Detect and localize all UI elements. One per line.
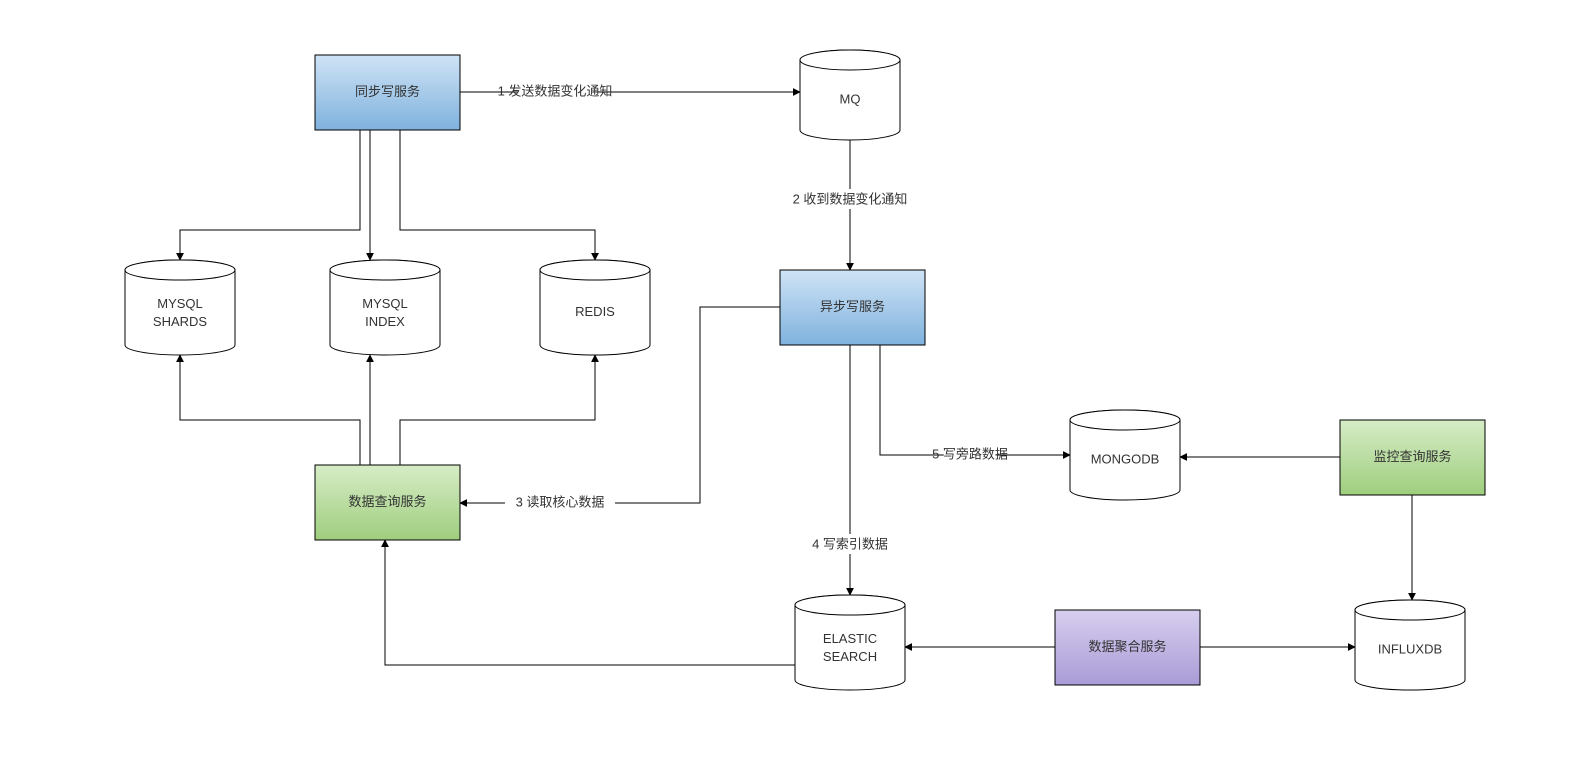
edge-e8 xyxy=(180,355,360,465)
node-label-async_write: 异步写服务 xyxy=(820,299,885,314)
node-label-monitor_query: 监控查询服务 xyxy=(1373,449,1451,464)
edge-label-e6: 3 读取核心数据 xyxy=(516,494,605,509)
node-label-sync_write: 同步写服务 xyxy=(355,84,420,99)
edge-label-e10: 4 写索引数据 xyxy=(812,536,888,551)
node-label1-mysql_shards: MYSQL xyxy=(157,296,203,311)
edge-e9 xyxy=(400,355,595,465)
node-label1-elastic: ELASTIC xyxy=(823,631,877,646)
edge-label-e11: 5 写旁路数据 xyxy=(932,446,1008,461)
edge-label-e1: 1 发送数据变化通知 xyxy=(498,83,613,98)
node-label-influxdb: INFLUXDB xyxy=(1378,641,1442,656)
edge-e11 xyxy=(880,345,1070,455)
node-label1-mysql_index: MYSQL xyxy=(362,296,408,311)
edge-e16 xyxy=(385,540,795,665)
node-label-redis: REDIS xyxy=(575,304,615,319)
node-label-mq: MQ xyxy=(840,91,861,106)
nodes-layer: 同步写服务 MQ MYSQL SHARDS MYSQL INDEX REDIS 异步写服务数据… xyxy=(125,50,1485,690)
node-label2-elastic: SEARCH xyxy=(823,649,877,664)
node-label-mongodb: MONGODB xyxy=(1091,451,1160,466)
edge-e5 xyxy=(400,130,595,260)
edges-layer: 1 发送数据变化通知 2 收到数据变化通知 3 读取核心数据 4 写索引数据 5 写旁路… xyxy=(180,81,1412,665)
node-label-data_query: 数据查询服务 xyxy=(348,494,426,509)
node-label-data_agg: 数据聚合服务 xyxy=(1088,639,1166,654)
edge-e4 xyxy=(180,130,360,260)
node-label2-mysql_index: INDEX xyxy=(365,314,405,329)
edge-label-e2: 2 收到数据变化通知 xyxy=(793,191,908,206)
diagram-canvas: 1 发送数据变化通知 2 收到数据变化通知 3 读取核心数据 4 写索引数据 5 写旁路… xyxy=(0,0,1577,775)
node-label2-mysql_shards: SHARDS xyxy=(153,314,208,329)
